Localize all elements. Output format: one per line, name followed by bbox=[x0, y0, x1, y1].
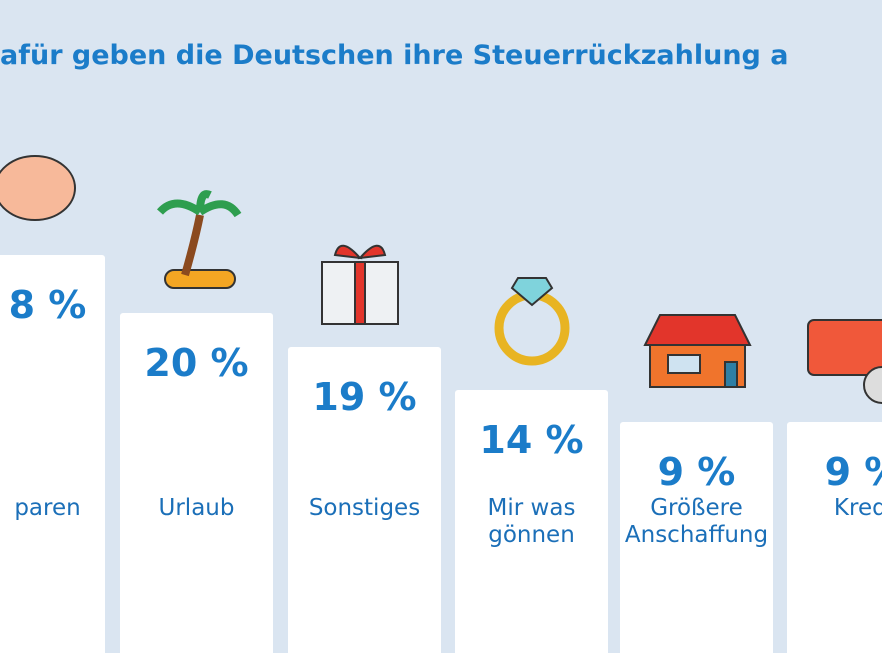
category-label: Kredi bbox=[833, 495, 882, 521]
value-label: 8 % bbox=[8, 283, 87, 327]
column: 20 % Urlaub bbox=[120, 313, 273, 653]
column: 8 % paren bbox=[0, 255, 105, 653]
column: 19 % Sonstiges bbox=[288, 347, 441, 653]
value-label: 19 % bbox=[312, 375, 417, 419]
category-label: paren bbox=[14, 495, 81, 521]
column: 9 % Größere Anschaffung bbox=[620, 422, 773, 653]
category-label: Mir was bbox=[487, 495, 576, 521]
title: afür geben die Deutschen ihre Steuerrück… bbox=[0, 40, 789, 71]
category-label: Größere bbox=[650, 495, 743, 521]
category-label: Anschaffung bbox=[624, 522, 769, 548]
column: 14 % Mir was gönnen bbox=[455, 390, 608, 653]
value-label: 14 % bbox=[479, 418, 584, 462]
category-label: Sonstiges bbox=[308, 495, 421, 521]
column: 9 %Kredi bbox=[787, 422, 882, 653]
value-label: 20 % bbox=[144, 341, 249, 385]
value-label: 9 % bbox=[657, 450, 736, 494]
category-label: gönnen bbox=[488, 522, 575, 548]
category-label: Urlaub bbox=[158, 495, 235, 521]
value-label: 9 % bbox=[824, 450, 882, 494]
